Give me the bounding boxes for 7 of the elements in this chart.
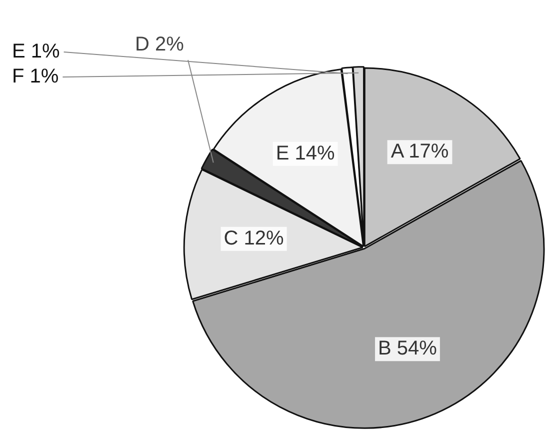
slice-label: B 54%: [378, 338, 438, 360]
slice-label: E 1%: [12, 40, 60, 63]
slice-label: F 1%: [12, 66, 59, 88]
slice-label: C 12%: [224, 227, 284, 250]
slice-label: E 14%: [276, 142, 335, 164]
slice-label: D 2%: [135, 34, 184, 56]
slice-label: A 17%: [390, 140, 449, 163]
